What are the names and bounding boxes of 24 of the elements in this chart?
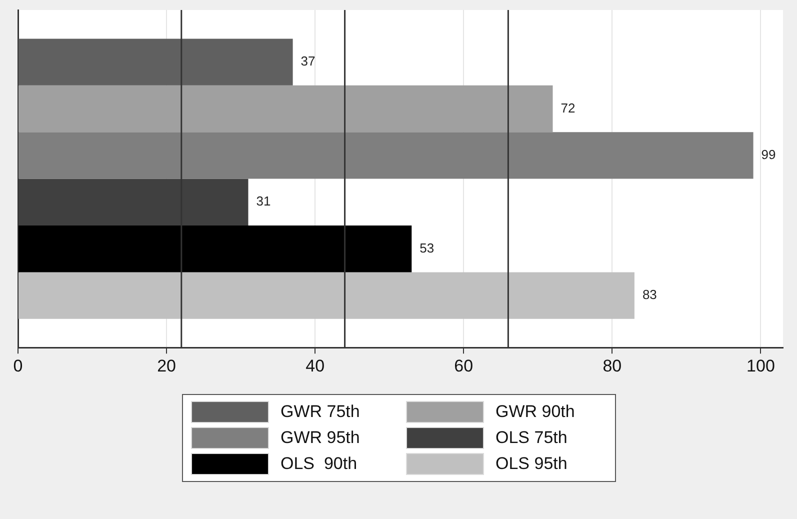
x-tick-label: 80 bbox=[602, 356, 622, 376]
bar bbox=[18, 85, 553, 132]
data-label: 72 bbox=[560, 100, 576, 116]
legend-label: GWR 95th bbox=[280, 428, 360, 448]
legend-label: GWR 90th bbox=[496, 402, 575, 422]
bar bbox=[18, 272, 634, 319]
x-tick-label: 100 bbox=[746, 356, 775, 376]
bar bbox=[18, 178, 248, 226]
legend-label: OLS 75th bbox=[496, 428, 568, 448]
data-label: 31 bbox=[256, 194, 271, 209]
data-label: 99 bbox=[761, 147, 776, 162]
x-tick-label: 60 bbox=[454, 356, 474, 376]
bar bbox=[18, 38, 293, 86]
x-tick-label: 0 bbox=[13, 356, 23, 376]
legend-label: OLS 90th bbox=[280, 454, 358, 474]
bar bbox=[18, 132, 754, 179]
data-label: 37 bbox=[300, 54, 316, 69]
data-label: 53 bbox=[420, 240, 434, 256]
x-tick-label: 20 bbox=[157, 356, 176, 376]
x-tick-label: 40 bbox=[306, 356, 325, 376]
bar bbox=[18, 226, 412, 272]
data-label: 83 bbox=[642, 287, 657, 302]
legend-label: OLS 95th bbox=[496, 454, 568, 474]
legend-label: GWR 75th bbox=[280, 402, 360, 422]
